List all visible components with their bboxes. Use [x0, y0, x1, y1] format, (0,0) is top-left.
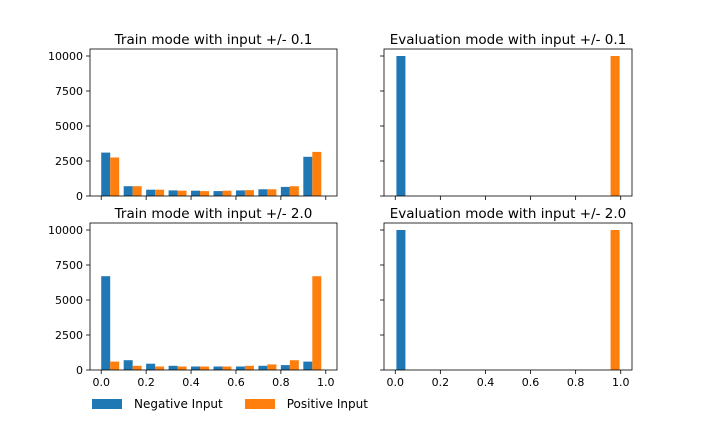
axes-frame: [89, 222, 338, 371]
y-tick-label: 5000: [55, 120, 83, 133]
bar-negative-5: [191, 190, 201, 196]
x-tick-label: 1.0: [317, 376, 335, 389]
y-tick-label: 7500: [55, 259, 83, 272]
axes-frame: [383, 222, 633, 371]
bar-positive-8: [267, 364, 277, 370]
chart-title: Train mode with input +/- 2.0: [114, 206, 313, 222]
bar-negative-1: [396, 56, 406, 196]
chart-title: Evaluation mode with input +/- 0.1: [390, 32, 627, 48]
bar-negative-6: [213, 191, 223, 196]
bar-positive-2: [132, 186, 142, 196]
bar-positive-1: [110, 361, 120, 370]
bar-negative-1: [101, 152, 111, 196]
bar-negative-4: [168, 365, 178, 370]
bar-negative-6: [213, 366, 223, 370]
bar-positive-7: [244, 365, 254, 370]
bar-positive-10: [312, 276, 322, 370]
axes-frame: [383, 48, 633, 197]
bar-positive-3: [155, 366, 165, 370]
bar-negative-3: [146, 189, 156, 196]
y-tick-label: 0: [76, 364, 83, 377]
bar-negative-8: [258, 189, 268, 196]
chart-panel-1: Train mode with input +/- 0.1 0 2500 5000 75…: [48, 32, 338, 203]
bar-negative-7: [235, 190, 245, 196]
bar-positive-8: [267, 189, 277, 196]
bar-positive-9: [289, 360, 299, 370]
chart-title: Train mode with input +/- 0.1: [114, 32, 313, 48]
x-tick-label: 0.0: [387, 376, 405, 389]
bar-negative-2: [123, 186, 133, 196]
bar-negative-8: [258, 365, 268, 370]
x-tick-label: 0.8: [567, 376, 585, 389]
y-tick-label: 2500: [55, 329, 83, 342]
bar-positive-2: [132, 365, 142, 370]
x-tick-label: 1.0: [612, 376, 630, 389]
bar-positive-10: [312, 151, 322, 196]
x-tick-label: 0.4: [182, 376, 200, 389]
x-tick-label: 0.4: [477, 376, 495, 389]
bar-positive-5: [200, 366, 210, 370]
x-tick-label: 0.2: [432, 376, 450, 389]
legend-item-negative: Negative Input: [92, 397, 223, 411]
bar-negative-2: [123, 360, 133, 370]
bar-positive-6: [222, 366, 232, 370]
bar-positive-2: [610, 56, 620, 196]
bar-negative-5: [191, 366, 201, 370]
bar-positive-3: [155, 189, 165, 196]
y-tick-label: 7500: [55, 85, 83, 98]
x-tick-label: 0.6: [522, 376, 540, 389]
bar-positive-9: [289, 186, 299, 196]
bar-positive-7: [244, 190, 254, 196]
legend-swatch-negative: [92, 399, 122, 409]
bar-negative-7: [235, 366, 245, 370]
y-tick-label: 0: [76, 190, 83, 203]
bar-positive-4: [177, 366, 187, 370]
y-tick-label: 10000: [48, 50, 83, 63]
bar-negative-3: [146, 363, 156, 370]
y-tick-label: 5000: [55, 294, 83, 307]
x-tick-label: 0.8: [272, 376, 290, 389]
bar-negative-9: [280, 186, 290, 196]
x-tick-label: 0.0: [92, 376, 110, 389]
legend-swatch-positive: [244, 399, 275, 409]
chart-panel-2: Evaluation mode with input +/- 0.1: [380, 32, 633, 200]
legend: Negative Input Positive Input: [92, 397, 390, 411]
chart-panel-4: Evaluation mode with input +/- 2.0 0.0 0.2…: [380, 206, 633, 389]
bar-positive-1: [110, 157, 120, 196]
bar-positive-2: [610, 230, 620, 370]
bar-negative-10: [303, 361, 313, 370]
y-tick-label: 2500: [55, 155, 83, 168]
bar-negative-9: [280, 365, 290, 370]
bar-negative-4: [168, 190, 178, 196]
legend-label-positive: Positive Input: [286, 397, 368, 411]
x-tick-label: 0.2: [137, 376, 155, 389]
bar-positive-4: [177, 190, 187, 196]
chart-title: Evaluation mode with input +/- 2.0: [390, 206, 627, 222]
bar-positive-6: [222, 190, 232, 196]
bar-negative-10: [303, 156, 313, 196]
legend-item-positive: Positive Input: [244, 397, 368, 411]
bar-positive-5: [200, 191, 210, 196]
y-tick-label: 10000: [48, 224, 83, 237]
axes-frame: [89, 48, 338, 197]
legend-label-negative: Negative Input: [134, 397, 223, 411]
bar-negative-1: [396, 230, 406, 370]
chart-panel-3: Train mode with input +/- 2.0 0 2500 5000 75…: [48, 206, 338, 389]
x-tick-label: 0.6: [227, 376, 245, 389]
bar-negative-1: [101, 276, 111, 370]
